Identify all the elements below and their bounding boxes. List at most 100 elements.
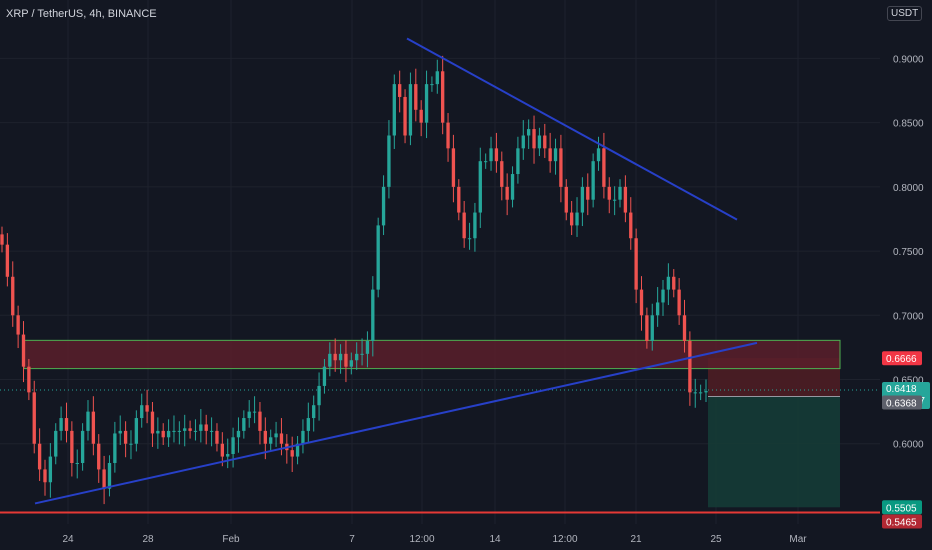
candle[interactable] [32, 392, 36, 444]
candle[interactable] [64, 418, 69, 431]
candle[interactable] [11, 276, 15, 316]
candle[interactable] [204, 424, 208, 431]
candle[interactable] [279, 433, 284, 444]
candle[interactable] [494, 148, 499, 162]
candle[interactable] [263, 430, 267, 444]
candle[interactable] [43, 469, 47, 483]
candle[interactable] [236, 430, 241, 438]
candle[interactable] [693, 392, 697, 394]
candle[interactable] [371, 289, 375, 341]
candle[interactable] [16, 315, 20, 335]
candle[interactable] [483, 161, 488, 163]
candle[interactable] [446, 122, 450, 149]
candle[interactable] [419, 109, 423, 123]
candle[interactable] [37, 443, 42, 470]
candle[interactable] [70, 430, 74, 463]
candle[interactable] [134, 418, 139, 444]
candle[interactable] [575, 212, 579, 226]
candle[interactable] [645, 315, 649, 341]
candle[interactable] [376, 225, 380, 290]
candle[interactable] [215, 430, 219, 444]
candle[interactable] [258, 411, 262, 431]
candle[interactable] [306, 418, 310, 431]
candle[interactable] [118, 430, 122, 434]
currency-badge[interactable]: USDT [887, 6, 923, 21]
candle[interactable] [113, 433, 117, 463]
candle[interactable] [54, 430, 58, 457]
candle[interactable] [172, 430, 176, 432]
candle[interactable] [161, 430, 165, 438]
candle[interactable] [312, 405, 316, 419]
resistance-zone[interactable] [23, 339, 841, 370]
candle[interactable] [510, 174, 515, 200]
candle[interactable] [156, 430, 160, 434]
candle[interactable] [247, 411, 251, 419]
candle[interactable] [355, 353, 359, 361]
candle[interactable] [629, 212, 633, 239]
candle[interactable] [183, 428, 187, 431]
candle[interactable] [457, 186, 461, 213]
candle[interactable] [199, 424, 203, 431]
candle[interactable] [532, 129, 536, 149]
candle[interactable] [569, 212, 574, 226]
candle[interactable] [478, 161, 482, 213]
candle[interactable] [140, 405, 144, 419]
candle[interactable] [295, 443, 300, 457]
candle[interactable] [682, 315, 687, 341]
candle[interactable] [612, 199, 617, 201]
candle[interactable] [639, 289, 644, 316]
candle[interactable] [451, 148, 456, 187]
candle[interactable] [650, 315, 654, 341]
candle[interactable] [129, 443, 133, 445]
candle[interactable] [97, 443, 101, 470]
descending-trendline[interactable] [406, 37, 738, 221]
candle[interactable] [462, 212, 466, 239]
candle[interactable] [537, 135, 542, 149]
candle[interactable] [607, 186, 611, 200]
candle[interactable] [91, 411, 96, 444]
candle[interactable] [424, 84, 429, 123]
candle[interactable] [220, 443, 225, 457]
candle[interactable] [543, 135, 547, 149]
candle[interactable] [177, 430, 182, 432]
candle[interactable] [226, 454, 230, 457]
candle[interactable] [317, 385, 321, 406]
candle[interactable] [521, 135, 525, 149]
candle[interactable] [548, 148, 552, 162]
candle[interactable] [634, 238, 638, 290]
candle[interactable] [328, 353, 332, 367]
candle[interactable] [209, 430, 214, 432]
candle[interactable] [596, 148, 601, 162]
candle[interactable] [430, 84, 434, 86]
candle[interactable] [526, 129, 531, 136]
candle[interactable] [553, 148, 558, 162]
candle[interactable] [242, 418, 246, 431]
candle[interactable] [591, 161, 595, 200]
candle[interactable] [123, 430, 128, 444]
candle[interactable] [322, 366, 327, 386]
candle[interactable] [193, 430, 198, 432]
candle[interactable] [48, 456, 53, 483]
candle[interactable] [398, 84, 402, 97]
candle[interactable] [0, 234, 4, 245]
candle[interactable] [188, 428, 192, 431]
candle[interactable] [59, 418, 63, 431]
candle[interactable] [672, 276, 676, 290]
candle[interactable] [80, 430, 85, 463]
candle[interactable] [602, 148, 606, 187]
candle[interactable] [145, 405, 149, 412]
candle[interactable] [301, 430, 305, 444]
candle[interactable] [274, 433, 278, 438]
candle[interactable] [661, 289, 665, 303]
candle[interactable] [269, 437, 273, 444]
candle[interactable] [435, 71, 439, 85]
candle[interactable] [698, 392, 703, 394]
candle[interactable] [290, 450, 294, 457]
candle[interactable] [5, 244, 10, 277]
candle[interactable] [86, 411, 90, 431]
candle[interactable] [580, 186, 585, 213]
candle[interactable] [360, 353, 364, 355]
candle[interactable] [365, 340, 370, 354]
